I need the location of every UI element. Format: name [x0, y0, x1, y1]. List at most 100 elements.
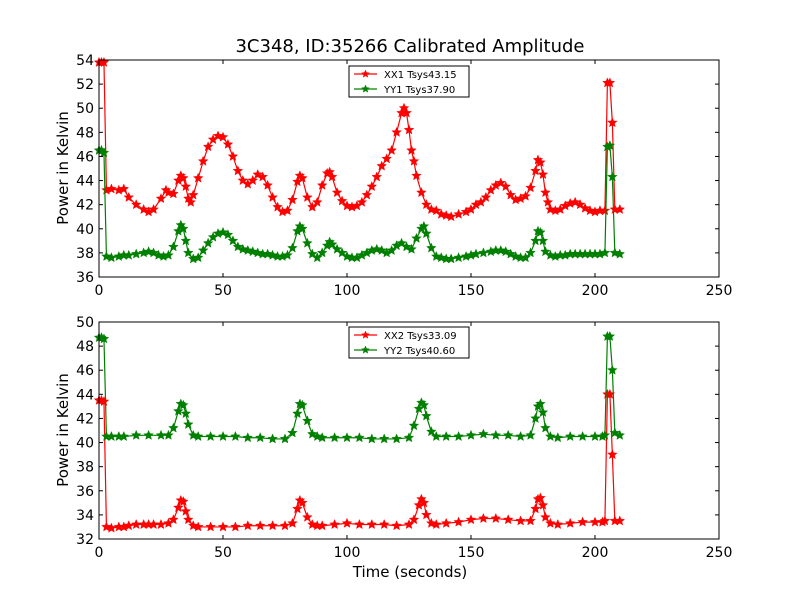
data-point: [222, 229, 234, 240]
data-point: [478, 428, 489, 439]
data-point: [311, 196, 323, 207]
y-tick-label: 50: [76, 315, 94, 331]
data-point: [123, 249, 135, 260]
x-tick-label: 100: [334, 283, 361, 299]
y-tick-label: 46: [76, 363, 94, 379]
data-point: [287, 517, 298, 528]
data-point: [478, 247, 489, 258]
data-point: [614, 248, 626, 259]
x-tick-label: 150: [458, 545, 485, 561]
data-point: [257, 171, 268, 182]
x-tick-label: 250: [706, 545, 733, 561]
data-point: [535, 492, 546, 503]
data-point: [530, 503, 541, 514]
data-point: [148, 203, 159, 214]
data-point: [545, 431, 556, 441]
data-point: [316, 520, 328, 531]
data-point: [185, 196, 197, 207]
y-tick-label: 36: [76, 484, 94, 500]
data-point: [336, 195, 348, 206]
data-point: [540, 511, 551, 522]
data-point: [502, 514, 514, 525]
data-point: [192, 521, 204, 532]
data-point: [530, 412, 541, 423]
bottom-legend: XX2 Tsys33.09 YY2 Tsys40.60: [348, 326, 470, 359]
data-point: [123, 191, 135, 202]
data-point: [577, 431, 588, 441]
data-point: [530, 165, 541, 176]
data-point: [173, 502, 184, 513]
data-point: [376, 160, 387, 171]
data-point: [431, 431, 442, 441]
y-tick-label: 42: [76, 411, 94, 427]
data-point: [604, 330, 616, 341]
data-point: [540, 422, 551, 433]
data-point: [381, 153, 392, 164]
data-point: [607, 117, 618, 128]
data-point: [227, 235, 239, 246]
y-tick-label: 36: [76, 270, 94, 286]
data-point: [599, 515, 611, 526]
data-point: [515, 515, 526, 526]
bottom-y-axis-label: Power in Kelvin: [54, 373, 72, 487]
data-point: [292, 408, 303, 419]
y-tick-label: 32: [76, 532, 94, 548]
data-point: [341, 517, 353, 528]
data-point: [537, 499, 549, 510]
data-point: [525, 515, 536, 526]
data-point: [445, 253, 457, 264]
data-point: [326, 238, 338, 249]
data-point: [537, 235, 549, 246]
data-point: [406, 144, 417, 155]
data-point: [418, 399, 430, 410]
data-point: [230, 521, 241, 532]
data-point: [267, 433, 278, 444]
data-point: [287, 242, 298, 253]
data-point: [604, 77, 616, 88]
data-point: [326, 171, 338, 182]
data-point: [205, 431, 216, 441]
legend-frame: [348, 65, 470, 98]
data-point: [187, 189, 199, 200]
data-point: [282, 249, 293, 260]
data-point: [163, 249, 174, 260]
data-point: [614, 429, 626, 440]
data-point: [421, 228, 432, 239]
data-point: [354, 519, 365, 530]
data-point: [577, 516, 588, 527]
data-point: [262, 179, 273, 190]
x-tick-label: 50: [214, 283, 232, 299]
data-point: [180, 235, 192, 246]
data-point: [183, 247, 194, 258]
data-point: [418, 497, 430, 508]
data-point: [123, 520, 135, 531]
y-tick-label: 38: [76, 246, 94, 262]
data-point: [391, 433, 402, 444]
data-point: [302, 191, 313, 202]
data-point: [287, 427, 298, 438]
data-point: [341, 432, 353, 443]
data-point: [490, 429, 502, 440]
data-point: [426, 426, 437, 437]
data-point: [292, 503, 303, 514]
data-point: [183, 514, 194, 525]
data-point: [316, 179, 328, 190]
x-tick-label: 0: [95, 283, 104, 299]
data-point: [183, 418, 194, 429]
x-tick-label: 0: [95, 545, 104, 561]
data-point: [406, 243, 417, 254]
y-tick-label: 54: [76, 53, 94, 69]
data-point: [604, 140, 616, 151]
data-point: [453, 431, 464, 441]
data-point: [599, 247, 611, 258]
y-tick-label: 38: [76, 460, 94, 476]
data-point: [254, 520, 266, 531]
data-point: [316, 247, 328, 258]
data-point: [302, 415, 313, 426]
data-point: [173, 405, 184, 416]
data-point: [418, 220, 430, 231]
data-point: [106, 183, 117, 194]
data-point: [242, 520, 254, 531]
y-tick-label: 40: [76, 222, 94, 238]
